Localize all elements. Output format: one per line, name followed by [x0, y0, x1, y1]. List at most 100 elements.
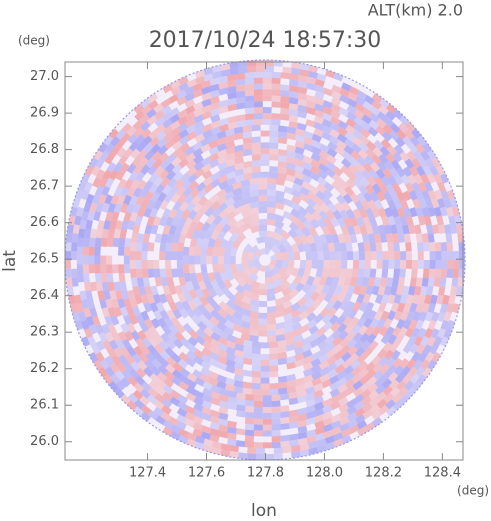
- radar-cell: [275, 309, 285, 318]
- radar-cell: [233, 373, 244, 382]
- radar-cell: [394, 250, 401, 260]
- radar-cell: [265, 60, 274, 67]
- radar-cell: [234, 291, 245, 301]
- radar-cell: [354, 102, 366, 113]
- radar-cell: [393, 365, 404, 376]
- radar-cell: [446, 189, 456, 201]
- radar-cell: [232, 270, 242, 281]
- radar-cell: [199, 373, 211, 383]
- radar-cell: [305, 398, 316, 408]
- radar-cell: [260, 383, 270, 390]
- radar-cell: [174, 225, 184, 236]
- radar-cell: [381, 378, 393, 389]
- radar-cell: [265, 236, 275, 244]
- radar-cell: [294, 152, 305, 161]
- radar-cell: [249, 265, 260, 276]
- radar-cell: [313, 389, 324, 399]
- radar-cell: [329, 381, 340, 391]
- radar-cell: [233, 367, 244, 376]
- radar-cell: [358, 324, 369, 336]
- radar-cell: [218, 105, 229, 114]
- radar-cell: [170, 79, 181, 90]
- radar-cell: [346, 225, 356, 236]
- radar-cell: [289, 214, 300, 225]
- radar-cell: [411, 294, 420, 305]
- radar-cell: [209, 95, 220, 105]
- radar-cell: [165, 356, 177, 367]
- radar-cell: [439, 277, 447, 287]
- radar-cell: [358, 367, 370, 378]
- radar-cell: [333, 242, 341, 252]
- radar-cell: [140, 388, 151, 399]
- radar-cell: [286, 361, 297, 370]
- radar-cell: [119, 346, 130, 358]
- radar-cell: [275, 190, 286, 198]
- radar-cell: [198, 229, 207, 240]
- radar-cell: [393, 241, 400, 252]
- radar-cell: [396, 129, 407, 140]
- radar-cell: [305, 417, 316, 426]
- radar-cell: [233, 379, 244, 388]
- radar-cell: [360, 121, 372, 132]
- radar-cell: [170, 389, 181, 400]
- radar-cell: [433, 277, 441, 287]
- radar-cell: [179, 308, 189, 319]
- radar-cell: [225, 158, 236, 168]
- radar-cell: [382, 385, 394, 396]
- radar-cell: [133, 382, 145, 393]
- radar-cell: [121, 338, 132, 350]
- radar-cell: [201, 104, 212, 114]
- radar-cell: [138, 285, 147, 296]
- radar-cell: [266, 281, 276, 290]
- radar-cell: [425, 157, 435, 169]
- radar-cell: [177, 109, 188, 119]
- radar-cell: [369, 317, 380, 329]
- radar-cell: [249, 298, 260, 307]
- radar-cell: [258, 312, 268, 319]
- radar-cell: [446, 303, 454, 314]
- radar-cell: [325, 300, 336, 311]
- radar-cell: [71, 242, 78, 252]
- radar-cell: [332, 299, 343, 311]
- radar-cell: [70, 206, 78, 217]
- radar-cell: [81, 173, 91, 184]
- radar-cell: [218, 123, 229, 133]
- radar-cell: [277, 154, 288, 163]
- radar-cell: [371, 417, 383, 427]
- radar-cell: [319, 143, 330, 154]
- radar-cell: [192, 369, 203, 379]
- radar-cell: [194, 441, 206, 451]
- radar-cell: [160, 411, 172, 422]
- radar-cell: [161, 324, 172, 336]
- radar-cell: [330, 401, 341, 411]
- radar-cell: [309, 338, 321, 349]
- radar-cell: [302, 361, 314, 371]
- radar-cell: [383, 285, 392, 296]
- radar-cell: [267, 195, 277, 203]
- radar-cell: [201, 400, 213, 409]
- radar-cell: [192, 141, 203, 151]
- radar-cell: [78, 228, 86, 239]
- radar-cell: [210, 120, 221, 129]
- radar-cell: [283, 198, 294, 208]
- radar-cell: [339, 209, 349, 220]
- radar-cell: [283, 186, 294, 195]
- radar-cell: [376, 391, 387, 402]
- radar-cell: [364, 94, 375, 105]
- radar-cell: [170, 424, 182, 434]
- radar-cell: [251, 388, 261, 396]
- radar-cell: [85, 193, 95, 205]
- radar-cell: [274, 303, 285, 312]
- radar-cell: [271, 101, 281, 108]
- radar-cell: [283, 319, 294, 328]
- radar-cell: [369, 404, 381, 415]
- radar-cell: [290, 267, 300, 278]
- radar-cell: [371, 410, 382, 421]
- radar-cell: [345, 268, 353, 278]
- radar-cell: [244, 411, 255, 419]
- y-tick-label: 26.5: [30, 252, 59, 267]
- radar-cell: [244, 77, 255, 85]
- radar-cell: [217, 174, 229, 184]
- radar-cell: [274, 220, 285, 229]
- radar-cell: [348, 424, 360, 434]
